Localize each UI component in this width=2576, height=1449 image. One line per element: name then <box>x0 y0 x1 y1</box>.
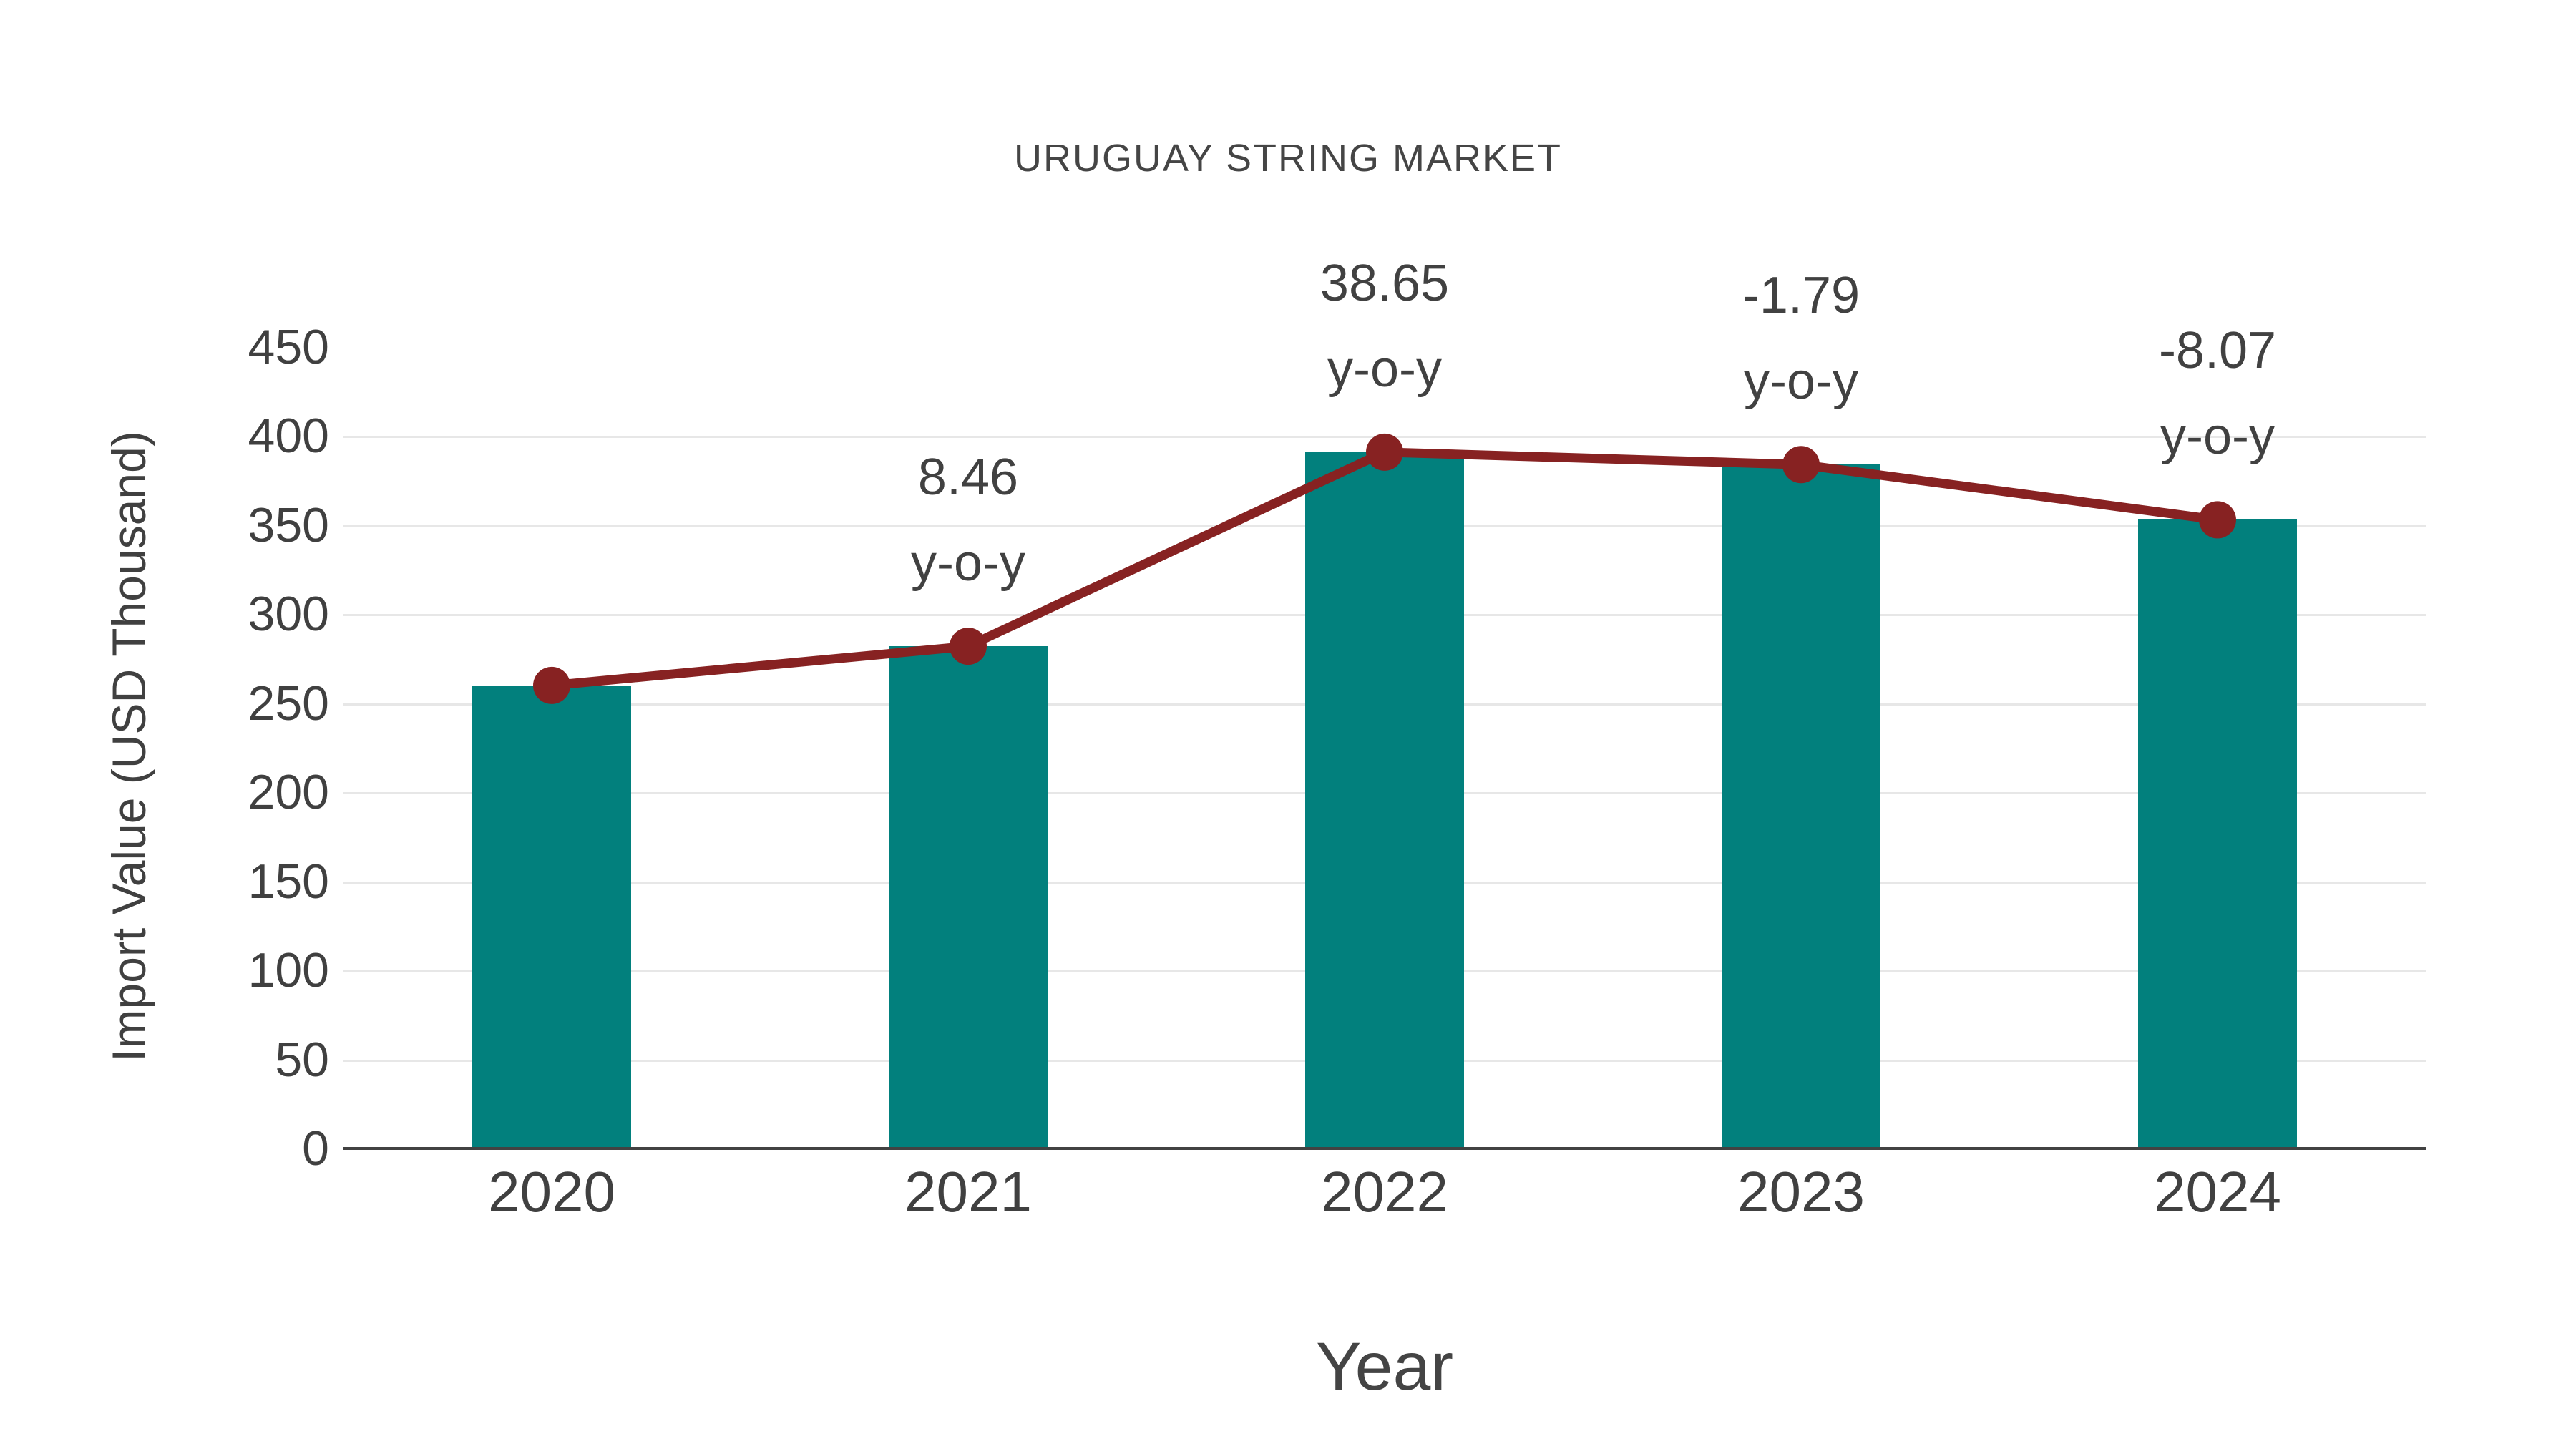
y-tick-0: 0 <box>302 1121 329 1176</box>
annotation-suffix: y-o-y <box>2160 408 2275 466</box>
annotation-suffix: y-o-y <box>1327 340 1442 398</box>
annotation-suffix: y-o-y <box>1744 353 1858 411</box>
marker-2024 <box>2199 501 2236 539</box>
bar-2022 <box>1305 452 1464 1148</box>
chart-title: URUGUAY STRING MARKET <box>1013 137 1563 180</box>
x-tick-2020: 2020 <box>488 1160 615 1224</box>
annotation-2024: -8.07 y-o-y <box>2031 308 2404 479</box>
annotation-value: 38.65 <box>1319 254 1450 312</box>
bar-2024 <box>2138 519 2297 1148</box>
marker-2021 <box>950 628 987 665</box>
marker-2023 <box>1782 446 1820 484</box>
annotation-2022: 38.65 y-o-y <box>1199 240 1571 412</box>
bar-2021 <box>889 646 1048 1148</box>
x-tick-2024: 2024 <box>2154 1160 2281 1224</box>
x-axis-line <box>343 1147 2426 1150</box>
trend-line-layer <box>533 433 2236 704</box>
bar-2020 <box>472 685 631 1148</box>
plot-area <box>343 347 2426 1150</box>
y-tick-50: 50 <box>275 1032 329 1087</box>
y-tick-350: 350 <box>248 497 329 552</box>
y-tick-300: 300 <box>248 587 329 642</box>
y-tick-400: 400 <box>248 409 329 464</box>
y-tick-200: 200 <box>248 765 329 820</box>
marker-2022 <box>1366 433 1403 471</box>
x-tick-2022: 2022 <box>1321 1160 1448 1224</box>
annotation-value: -8.07 <box>2158 322 2277 380</box>
x-axis-title: Year <box>1316 1329 1453 1405</box>
y-tick-450: 450 <box>248 320 329 374</box>
x-tick-2021: 2021 <box>904 1160 1032 1224</box>
y-tick-250: 250 <box>248 675 329 731</box>
y-tick-100: 100 <box>248 943 329 998</box>
y-tick-150: 150 <box>248 854 329 909</box>
annotation-value: 8.46 <box>917 449 1019 507</box>
bar-2023 <box>1722 464 1880 1148</box>
x-tick-2023: 2023 <box>1737 1160 1865 1224</box>
annotation-suffix: y-o-y <box>911 535 1025 592</box>
annotation-value: -1.79 <box>1742 267 1860 325</box>
annotation-2023: -1.79 y-o-y <box>1615 253 1987 424</box>
marker-2020 <box>533 666 570 704</box>
annotation-2021: 8.46 y-o-y <box>782 434 1154 606</box>
